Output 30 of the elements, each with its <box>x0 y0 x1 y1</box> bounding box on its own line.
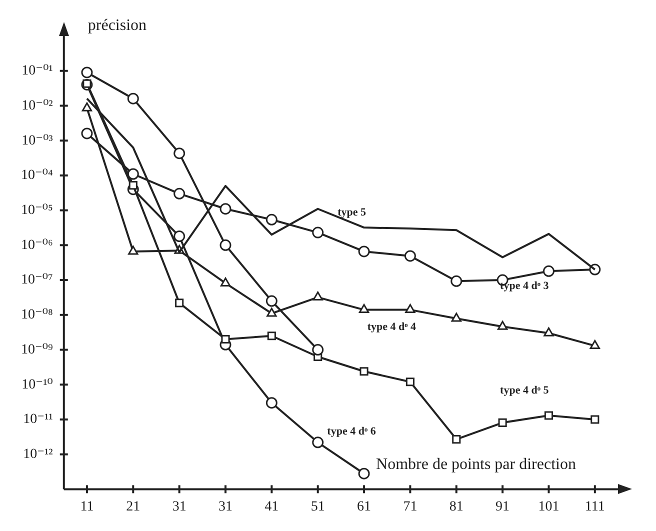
x-tick-label: 11 <box>80 499 94 514</box>
y-tick-label: 10⁻⁰³ <box>22 133 53 148</box>
x-tick-label: 21 <box>126 499 140 514</box>
y-tick-label: 10⁻¹¹ <box>23 412 53 428</box>
y-tick-label: 10⁻⁰⁹ <box>20 342 53 358</box>
x-tick-label: 101 <box>538 499 560 514</box>
x-tick-label: 61 <box>357 499 372 514</box>
x-tick-label: 71 <box>403 499 418 514</box>
x-tick-label: 81 <box>449 499 464 514</box>
y-tick-label: 10⁻⁰⁴ <box>20 168 53 184</box>
y-tick-label: 10⁻⁰⁷ <box>20 272 53 288</box>
y-axis-title: précision <box>88 17 147 34</box>
series-label: type 4 dᵒ 5 <box>500 384 550 397</box>
series-label: type 4 dᵒ 6 <box>327 425 376 438</box>
x-axis-title: Nombre de points par direction <box>376 456 576 474</box>
x-tick-label: 51 <box>310 499 325 514</box>
y-tick-label: 10⁻⁰⁵ <box>20 202 53 218</box>
y-tick-label: 10⁻⁰¹ <box>22 64 53 79</box>
x-tick-label: 31 <box>172 499 186 514</box>
x-tick-label: 91 <box>496 499 510 514</box>
x-tick-label: 31 <box>218 499 232 514</box>
y-tick-label: 10⁻⁰⁸ <box>20 308 53 323</box>
series-label: type 5 <box>338 206 367 219</box>
series-label: type 4 dᵒ 4 <box>367 320 417 333</box>
x-tick-label: 111 <box>584 499 605 514</box>
y-tick-label: 10⁻⁰⁶ <box>20 238 53 253</box>
y-tick-label: 10⁻¹² <box>23 447 53 462</box>
y-tick-label: 10⁻⁰² <box>22 98 53 114</box>
y-tick-label: 10⁻¹⁰ <box>22 377 54 392</box>
x-tick-label: 41 <box>264 499 279 514</box>
